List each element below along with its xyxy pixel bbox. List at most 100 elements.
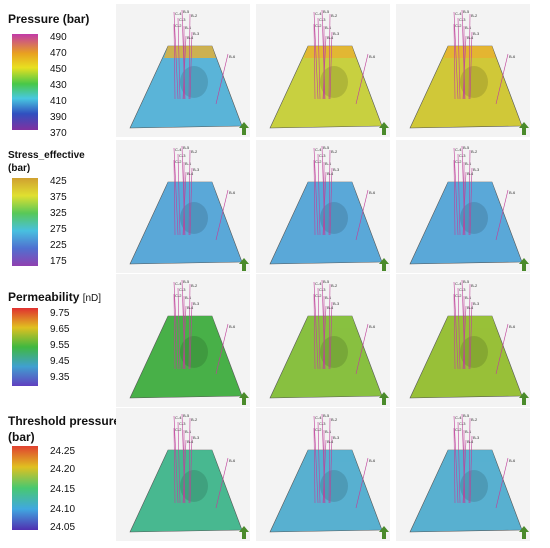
- well-label: B-5: [463, 413, 470, 418]
- well-label: B-4: [187, 305, 194, 310]
- well-trajectory: [461, 145, 466, 236]
- pressure-anomaly: [460, 202, 488, 234]
- model-panel: C-4 B-5 C-3 C-2 B-1 B-2 B-3 B-4 B-6: [396, 274, 530, 407]
- well-label: B-1: [465, 161, 472, 166]
- well-label: C-3: [179, 153, 186, 158]
- well-trajectory: [181, 145, 186, 236]
- well-label: C-4: [175, 415, 182, 420]
- well-label: B-3: [473, 435, 480, 440]
- well-trajectory: [468, 149, 471, 236]
- reservoir-view: C-4 B-5 C-3C-2 B-1 B-2 B-3B-4 B-6: [269, 9, 389, 135]
- well-trajectory: [469, 167, 473, 236]
- well-trajectory: [181, 9, 186, 100]
- north-arrow-icon: [239, 122, 249, 135]
- tick-label: 425: [50, 176, 67, 187]
- reservoir-view: C-4 B-5 C-3C-2 B-1 B-2 B-3B-4 B-6: [129, 279, 249, 405]
- well-label: B-1: [325, 295, 332, 300]
- tick-label: 430: [50, 80, 67, 91]
- well-label: B-5: [323, 279, 330, 284]
- tick-label: 470: [50, 48, 67, 59]
- pressure-anomaly: [320, 470, 348, 502]
- well-trajectory: [215, 53, 229, 105]
- pressure-anomaly: [320, 66, 348, 98]
- well-trajectory: [173, 11, 179, 100]
- well-label: B-4: [467, 171, 474, 176]
- pressure-anomaly: [460, 336, 488, 368]
- reservoir-top-edge: [304, 182, 356, 194]
- well-trajectory: [177, 287, 181, 370]
- pressure-anomaly: [320, 336, 348, 368]
- well-trajectory: [495, 189, 509, 241]
- well-label: B-2: [191, 149, 198, 154]
- model-panel: C-4 B-5 C-3 C-2 B-1 B-2 B-3 B-4 B-6: [396, 4, 530, 137]
- tick-label: 375: [50, 192, 67, 203]
- reservoir-top-edge: [444, 450, 496, 462]
- well-trajectory: [457, 421, 461, 504]
- well-label: C-2: [315, 159, 322, 164]
- well-label: C-4: [315, 11, 322, 16]
- well-trajectory: [355, 189, 369, 241]
- pressure-anomaly: [180, 470, 208, 502]
- well-trajectory: [469, 31, 473, 100]
- well-label: C-4: [455, 11, 462, 16]
- well-label: B-5: [183, 9, 190, 14]
- well-label: B-3: [473, 167, 480, 172]
- well-label: B-5: [463, 9, 470, 14]
- well-label: C-2: [455, 159, 462, 164]
- tick-label: 9.35: [50, 372, 70, 383]
- well-trajectory: [329, 167, 333, 236]
- north-arrow-icon: [519, 392, 529, 405]
- well-label: B-2: [471, 149, 478, 154]
- well-label: B-1: [185, 429, 192, 434]
- well-trajectory: [317, 153, 321, 236]
- well-trajectory: [189, 435, 193, 504]
- well-label: B-3: [193, 31, 200, 36]
- well-label: B-1: [465, 429, 472, 434]
- legend-title-text: Permeability: [8, 290, 80, 304]
- well-trajectory: [457, 153, 461, 236]
- well-label: C-2: [175, 427, 182, 432]
- well-trajectory: [177, 17, 181, 100]
- tick-label: 24.05: [50, 522, 76, 533]
- model-panel: C-4 B-5 C-3 C-2 B-1 B-2 B-3 B-4 B-6: [396, 408, 530, 541]
- well-label: B-6: [229, 190, 236, 195]
- well-trajectory: [182, 171, 187, 236]
- well-label: C-2: [315, 293, 322, 298]
- well-trajectory: [355, 53, 369, 105]
- reservoir-top-edge: [164, 450, 216, 462]
- well-trajectory: [453, 427, 456, 504]
- color-bar: [12, 446, 38, 530]
- model-panel: C-4 B-5 C-3 C-2 B-1 B-2 B-3 B-4 B-6: [116, 274, 250, 407]
- well-label: B-2: [331, 13, 338, 18]
- well-trajectory: [322, 171, 327, 236]
- tick-label: 24.15: [50, 484, 76, 495]
- well-trajectory: [461, 279, 466, 370]
- well-label: C-2: [315, 427, 322, 432]
- reservoir-top-edge: [444, 46, 496, 58]
- well-trajectory: [313, 415, 319, 504]
- well-label: C-3: [459, 421, 466, 426]
- well-label: C-3: [319, 421, 326, 426]
- well-label: B-3: [333, 31, 340, 36]
- well-trajectory: [188, 417, 191, 504]
- well-label: B-6: [369, 458, 376, 463]
- well-trajectory: [495, 323, 509, 375]
- reservoir-top-edge: [164, 46, 216, 58]
- well-trajectory: [328, 283, 331, 370]
- well-trajectory: [457, 287, 461, 370]
- well-trajectory: [462, 439, 467, 504]
- well-label: B-5: [323, 145, 330, 150]
- well-label: B-4: [467, 35, 474, 40]
- well-label: B-1: [465, 295, 472, 300]
- model-panel: C-4 B-5 C-3 C-2 B-1 B-2 B-3 B-4 B-6: [116, 408, 250, 541]
- model-panel: C-4 B-5 C-3 C-2 B-1 B-2 B-3 B-4 B-6: [396, 140, 530, 273]
- well-trajectory: [189, 301, 193, 370]
- well-trajectory: [469, 435, 473, 504]
- well-trajectory: [313, 427, 316, 504]
- tick-label: 325: [50, 208, 67, 219]
- well-label: B-4: [467, 439, 474, 444]
- well-trajectory: [317, 287, 321, 370]
- well-trajectory: [317, 421, 321, 504]
- well-label: C-3: [179, 287, 186, 292]
- well-label: B-2: [471, 417, 478, 422]
